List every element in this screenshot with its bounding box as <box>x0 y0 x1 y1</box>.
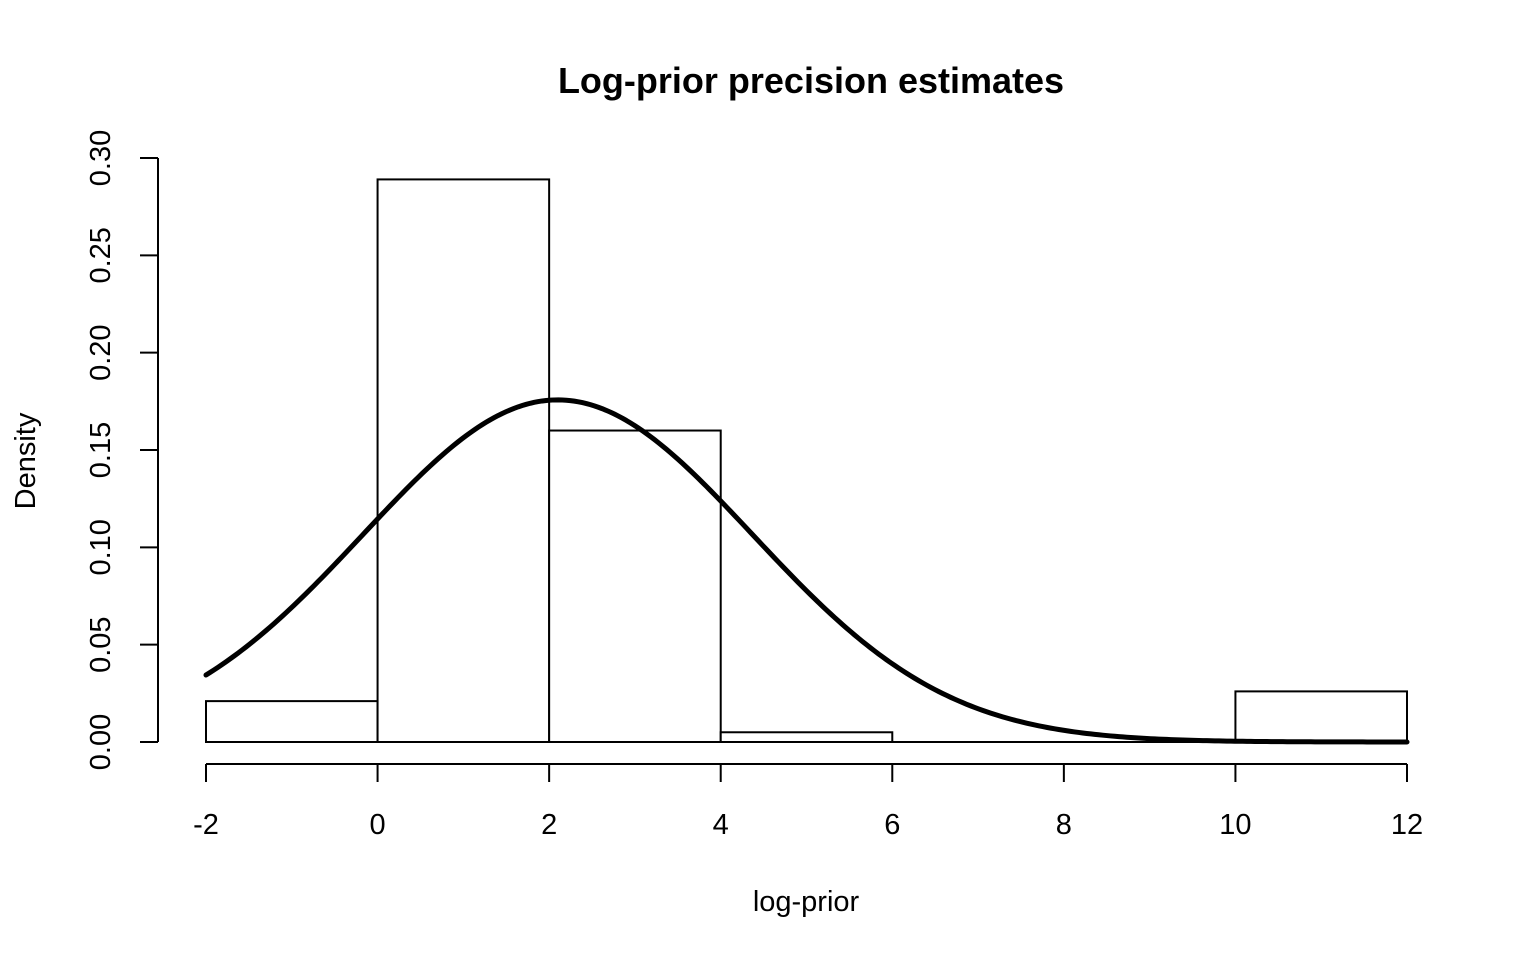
x-tick-label-7: 12 <box>1391 809 1423 841</box>
y-tick-label-0: 0.00 <box>85 714 117 770</box>
y-tick-label-5: 0.25 <box>85 227 117 283</box>
x-axis-label: log-prior <box>753 886 860 918</box>
x-tick-label-1: 0 <box>370 809 386 841</box>
histogram-bar-1 <box>376 178 551 743</box>
density-curve <box>203 397 1410 745</box>
histogram-bar-6 <box>1234 690 1409 743</box>
chart-title: Log-prior precision estimates <box>558 60 1064 101</box>
x-tick-label-2: 2 <box>541 809 557 841</box>
x-tick-label-3: 4 <box>713 809 729 841</box>
histogram-bars <box>205 178 1409 743</box>
histogram-bar-2 <box>548 429 722 743</box>
x-tick-label-5: 8 <box>1056 809 1072 841</box>
x-axis: -2 0 2 4 6 8 10 12 <box>193 763 1423 841</box>
y-tick-label-3: 0.15 <box>85 422 117 478</box>
y-tick-label-2: 0.10 <box>85 519 117 575</box>
x-tick-label-0: -2 <box>193 809 219 841</box>
histogram-bar-0 <box>205 700 379 743</box>
y-tick-label-6: 0.30 <box>85 130 117 186</box>
y-axis-label: Density <box>10 412 42 509</box>
y-axis: 0.00 0.05 0.10 0.15 0.20 0.25 0.30 <box>85 130 159 770</box>
x-tick-label-4: 6 <box>884 809 900 841</box>
y-tick-label-1: 0.05 <box>85 616 117 672</box>
y-tick-label-4: 0.20 <box>85 324 117 380</box>
x-tick-label-6: 10 <box>1219 809 1251 841</box>
histogram-bar-3 <box>719 731 894 743</box>
